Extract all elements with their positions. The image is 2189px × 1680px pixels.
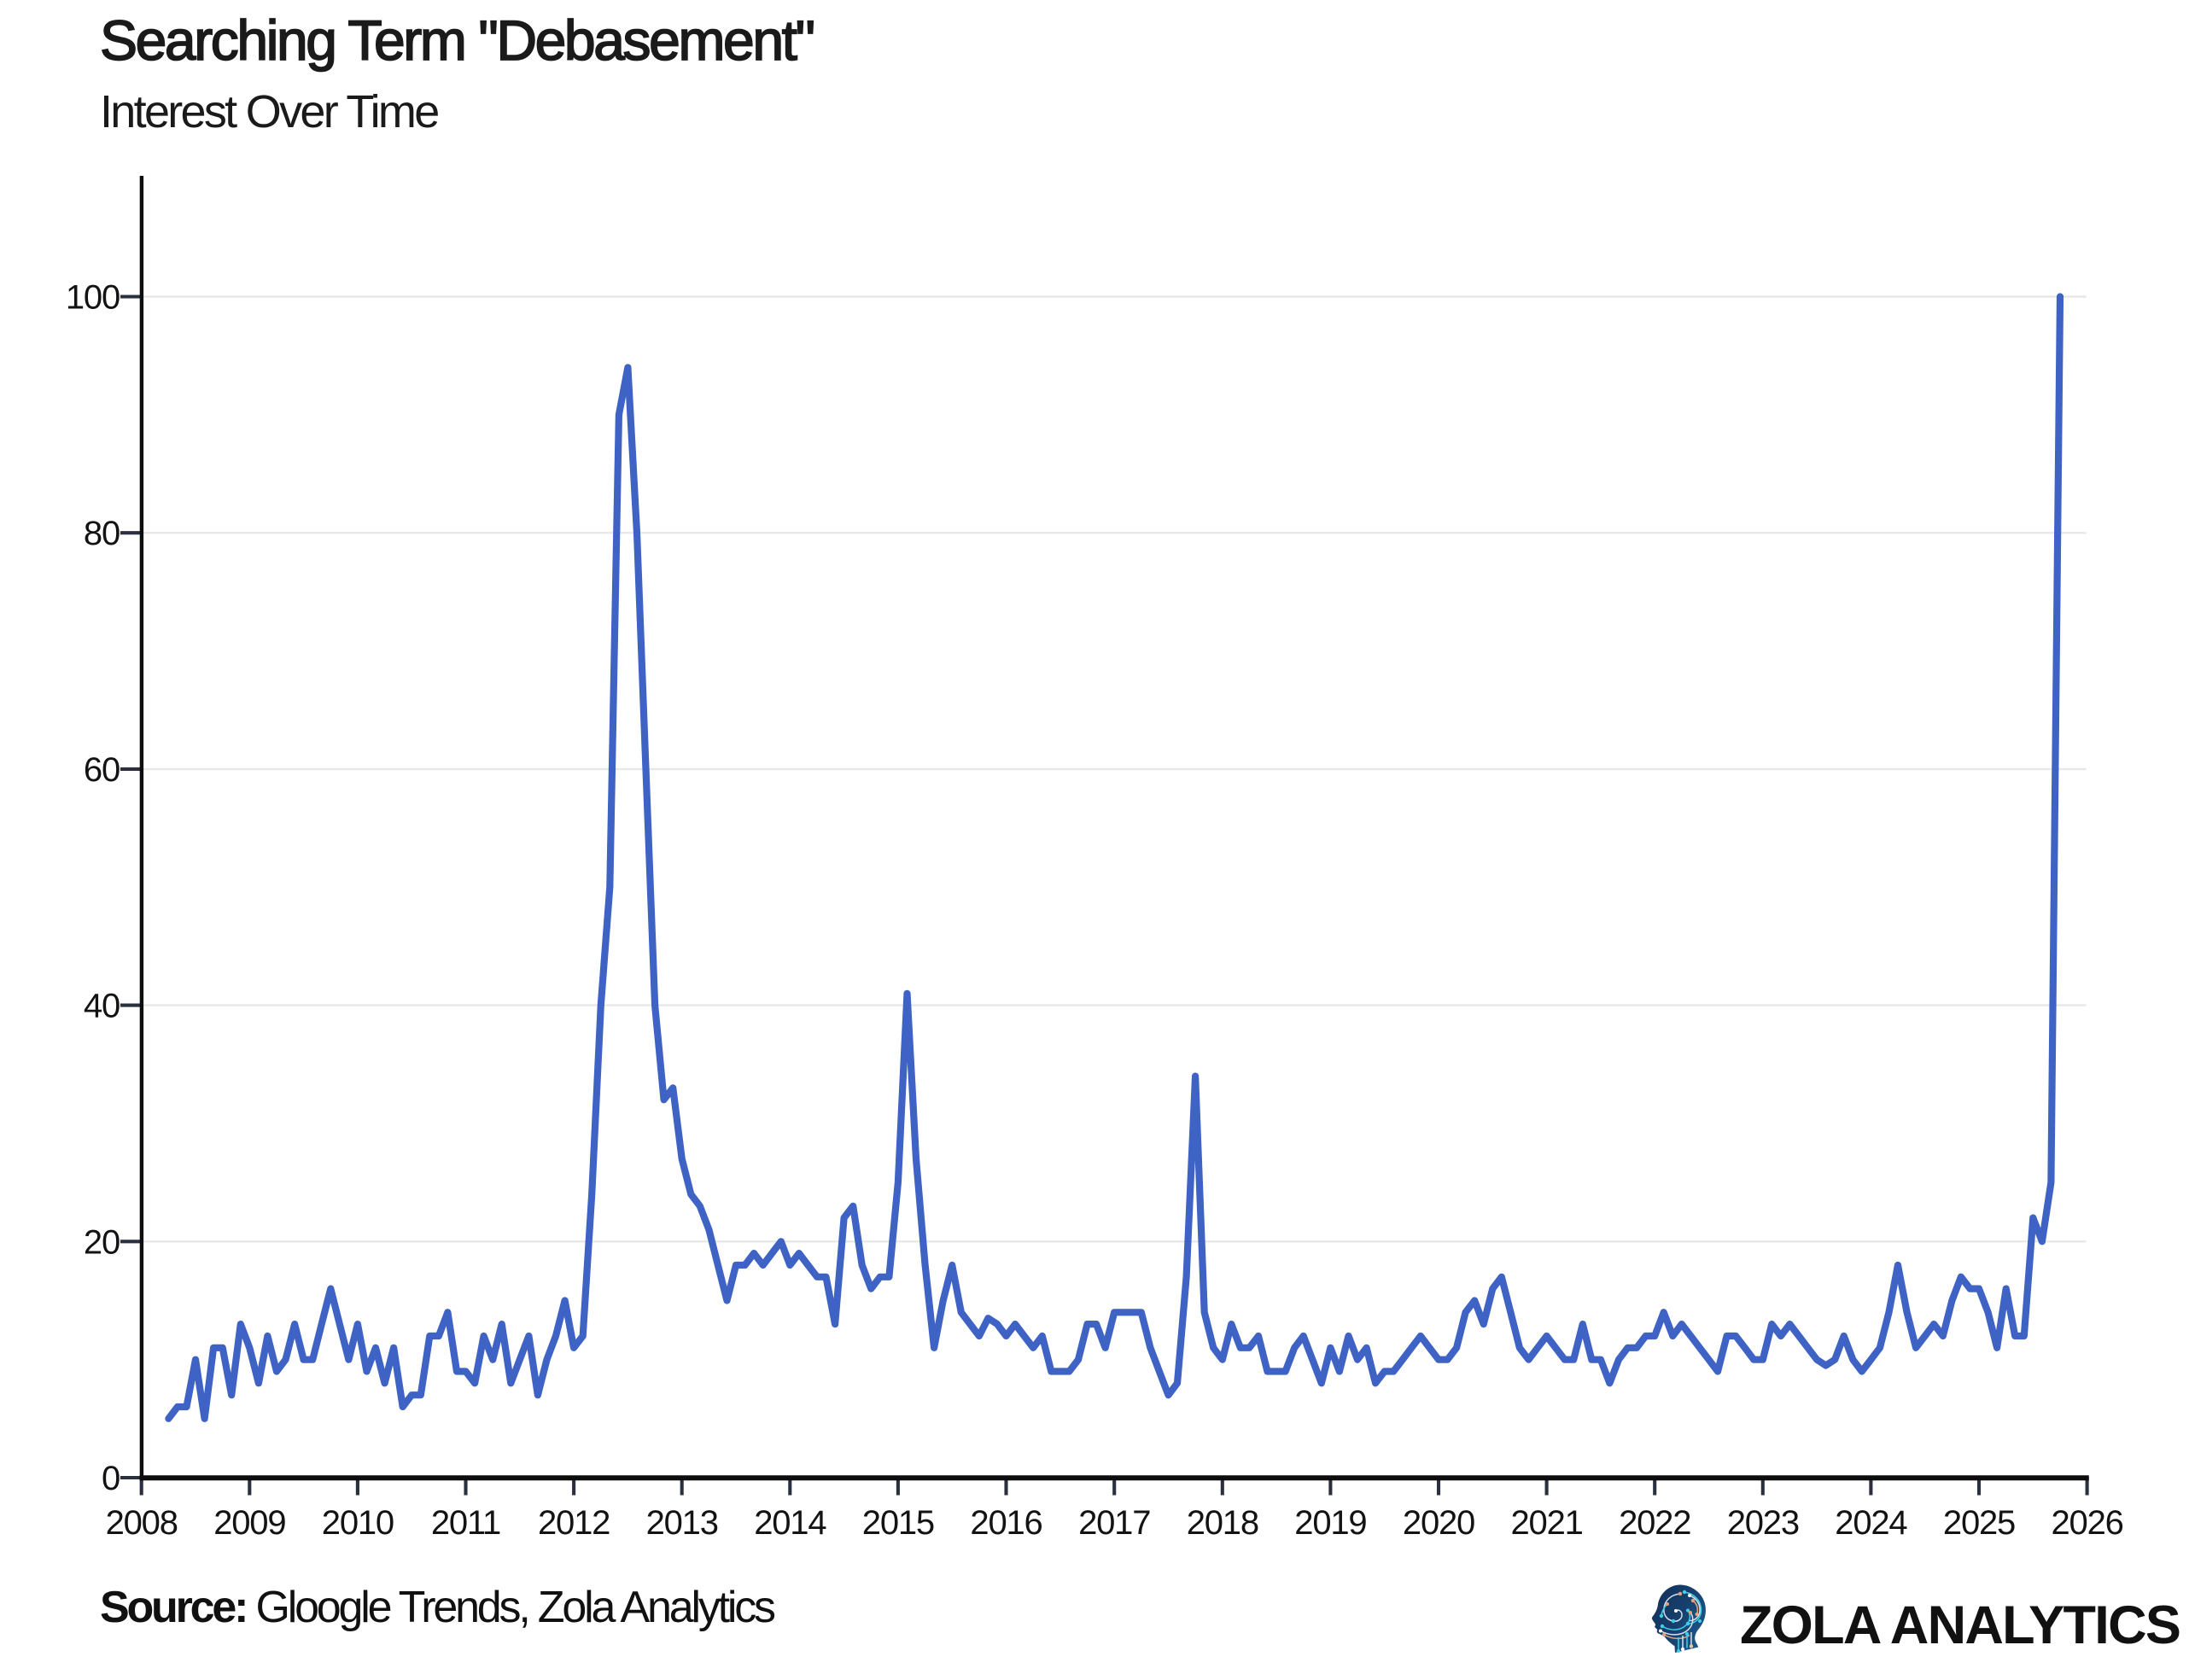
svg-text:2024: 2024 — [1835, 1504, 1907, 1542]
svg-text:2011: 2011 — [431, 1504, 500, 1542]
svg-text:100: 100 — [66, 279, 120, 317]
svg-text:2025: 2025 — [1943, 1504, 2015, 1542]
svg-text:2010: 2010 — [322, 1504, 394, 1542]
svg-text:Searching Term "Debasement": Searching Term "Debasement" — [100, 9, 814, 72]
svg-text:2014: 2014 — [754, 1504, 826, 1542]
svg-text:2017: 2017 — [1078, 1504, 1150, 1542]
svg-text:2019: 2019 — [1294, 1504, 1366, 1542]
svg-text:60: 60 — [84, 751, 120, 789]
svg-text:2016: 2016 — [970, 1504, 1042, 1542]
svg-text:2012: 2012 — [538, 1504, 610, 1542]
svg-text:2023: 2023 — [1727, 1504, 1799, 1542]
svg-text:2020: 2020 — [1403, 1504, 1474, 1542]
svg-text:ZOLA ANALYTICS: ZOLA ANALYTICS — [1740, 1595, 2180, 1655]
svg-text:80: 80 — [84, 515, 120, 552]
svg-text:0: 0 — [102, 1460, 120, 1497]
svg-text:2022: 2022 — [1619, 1504, 1690, 1542]
svg-text:2021: 2021 — [1511, 1504, 1583, 1542]
svg-text:2013: 2013 — [646, 1504, 718, 1542]
svg-text:Interest Over Time: Interest Over Time — [100, 86, 438, 137]
svg-text:2008: 2008 — [106, 1504, 178, 1542]
svg-text:2015: 2015 — [862, 1504, 934, 1542]
svg-text:2009: 2009 — [213, 1504, 285, 1542]
svg-text:Source: Gloogle Trends, Zola A: Source: Gloogle Trends, Zola Analytics — [100, 1583, 775, 1632]
svg-text:2018: 2018 — [1187, 1504, 1258, 1542]
svg-text:2026: 2026 — [2052, 1504, 2123, 1542]
svg-text:20: 20 — [84, 1223, 120, 1261]
svg-text:40: 40 — [84, 988, 120, 1025]
